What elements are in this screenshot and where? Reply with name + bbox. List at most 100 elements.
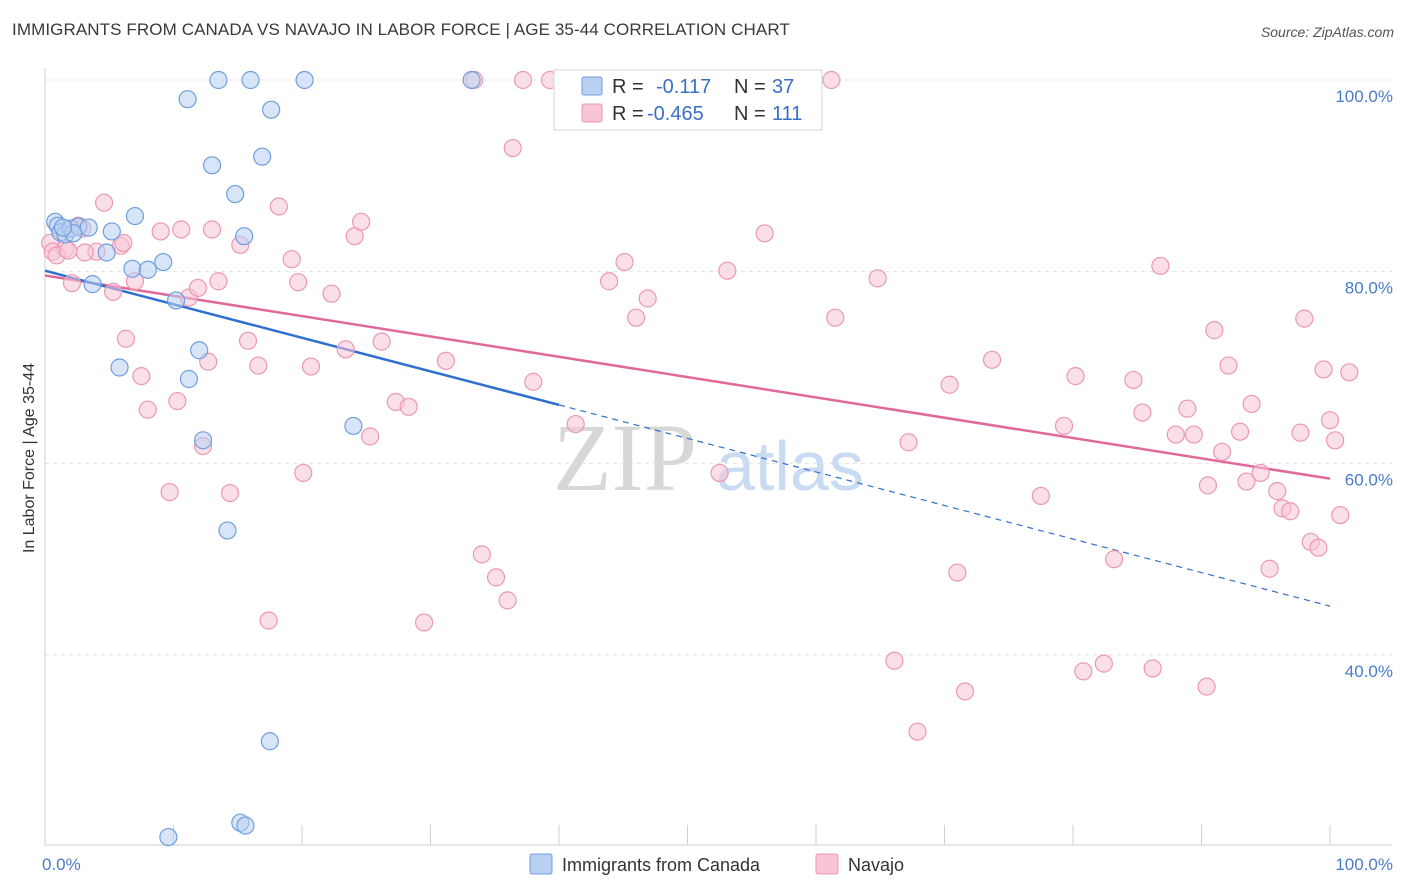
legend-r-value-canada: -0.117 bbox=[656, 76, 711, 98]
y-axis-label: In Labor Force | Age 35-44 bbox=[21, 363, 38, 553]
legend-r-label-navajo: R = bbox=[612, 103, 644, 125]
navajo-point bbox=[95, 193, 114, 212]
navajo-point bbox=[160, 482, 179, 502]
navajo-point bbox=[59, 241, 78, 260]
navajo-point bbox=[1230, 422, 1250, 441]
navajo-point bbox=[114, 233, 133, 253]
navajo-point bbox=[436, 351, 456, 370]
navajo-point bbox=[322, 284, 341, 303]
chart-title: IMMIGRANTS FROM CANADA VS NAVAJO IN LABO… bbox=[12, 20, 790, 39]
navajo-point bbox=[1166, 425, 1185, 444]
navajo-point bbox=[1124, 370, 1143, 390]
y-tick-label: 60.0% bbox=[1345, 470, 1393, 489]
navajo-point bbox=[138, 400, 157, 419]
navajo-point bbox=[1309, 538, 1328, 557]
legend-swatch-canada bbox=[581, 76, 603, 96]
canada-point bbox=[202, 156, 222, 175]
canada-point bbox=[97, 243, 116, 262]
navajo-point bbox=[638, 289, 657, 308]
navajo-point bbox=[940, 375, 959, 394]
canada-point bbox=[83, 275, 102, 294]
navajo-point bbox=[168, 391, 187, 411]
navajo-point bbox=[361, 427, 380, 446]
navajo-point bbox=[955, 682, 975, 701]
navajo-point bbox=[1340, 363, 1359, 382]
navajo-point bbox=[1237, 472, 1256, 491]
navajo-point bbox=[486, 568, 506, 587]
navajo-point bbox=[289, 273, 308, 292]
legend-n-label-canada: N = bbox=[734, 76, 766, 98]
navajo-point bbox=[982, 350, 1002, 369]
navajo-point bbox=[1143, 659, 1162, 678]
navajo-point bbox=[566, 414, 585, 434]
navajo-point bbox=[1031, 486, 1050, 506]
legend-r-value-navajo: -0.465 bbox=[647, 103, 704, 125]
legend-swatch-navajo bbox=[581, 103, 603, 123]
navajo-point bbox=[238, 331, 258, 350]
navajo-point bbox=[151, 222, 170, 241]
x-tick-labels: 0.0% 100.0% bbox=[42, 855, 1393, 874]
navajo-point bbox=[116, 329, 136, 348]
data-points bbox=[41, 70, 1359, 847]
trend-lines bbox=[44, 269, 1331, 607]
y-tick-label: 40.0% bbox=[1345, 662, 1393, 681]
navajo-point bbox=[269, 197, 288, 216]
canada-point bbox=[295, 70, 314, 90]
navajo-point bbox=[513, 70, 533, 90]
navajo-point bbox=[908, 722, 927, 741]
legend-n-value-canada: 37 bbox=[772, 76, 794, 98]
canada-point bbox=[344, 416, 363, 436]
navajo-point bbox=[1066, 367, 1085, 386]
navajo-point bbox=[399, 397, 418, 416]
navajo-point bbox=[249, 356, 268, 375]
navajo-point bbox=[948, 563, 967, 582]
series-legend: Immigrants from Canada Navajo bbox=[529, 853, 904, 875]
navajo-point bbox=[755, 224, 774, 243]
navajo-point bbox=[718, 261, 737, 280]
canada-trend-extension bbox=[558, 404, 1331, 607]
navajo-point bbox=[62, 274, 82, 293]
navajo-point bbox=[1331, 505, 1350, 525]
navajo-point bbox=[472, 545, 491, 564]
navajo-point bbox=[1205, 321, 1224, 340]
correlation-legend: R = -0.117 N = 37 R = -0.465 N = 111 bbox=[553, 69, 823, 131]
y-tick-label: 80.0% bbox=[1345, 279, 1393, 298]
canada-point bbox=[179, 369, 199, 389]
navajo-point bbox=[1094, 654, 1113, 673]
navajo-point bbox=[414, 613, 434, 632]
navajo-point bbox=[372, 332, 391, 351]
canada-point bbox=[190, 341, 209, 360]
navajo-point bbox=[188, 278, 208, 298]
canada-point bbox=[110, 358, 129, 377]
canada-point bbox=[138, 260, 157, 279]
navajo-point bbox=[498, 591, 517, 610]
navajo-point bbox=[1198, 476, 1218, 495]
navajo-point bbox=[899, 433, 918, 452]
legend-label-navajo: Navajo bbox=[848, 855, 904, 875]
navajo-point bbox=[259, 611, 278, 630]
canada-point bbox=[462, 70, 481, 90]
legend-n-value-navajo: 111 bbox=[772, 103, 802, 125]
x-tick-label: 0.0% bbox=[42, 855, 81, 874]
navajo-point bbox=[1197, 677, 1216, 696]
navajo-point bbox=[1251, 463, 1270, 483]
navajo-point bbox=[600, 272, 619, 291]
navajo-point bbox=[822, 70, 841, 90]
navajo-point bbox=[1281, 502, 1300, 521]
y-tick-label: 100.0% bbox=[1335, 87, 1393, 106]
navajo-point bbox=[282, 250, 301, 269]
canada-point bbox=[79, 218, 98, 237]
navajo-point bbox=[301, 357, 321, 376]
canada-point bbox=[193, 431, 213, 450]
gridlines bbox=[45, 79, 1392, 656]
navajo-point bbox=[1242, 394, 1261, 414]
navajo-point bbox=[868, 269, 887, 288]
navajo-point bbox=[1184, 425, 1203, 444]
navajo-point bbox=[615, 252, 634, 272]
navajo-point bbox=[1291, 423, 1310, 442]
navajo-point bbox=[209, 272, 228, 291]
canada-point bbox=[159, 827, 178, 847]
legend-swatch-canada-bottom bbox=[529, 853, 553, 875]
canada-point bbox=[178, 90, 197, 109]
